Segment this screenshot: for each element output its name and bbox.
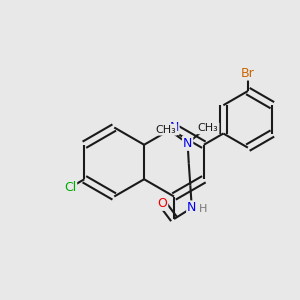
Text: N: N (187, 201, 196, 214)
Text: H: H (199, 204, 207, 214)
Text: CH₃: CH₃ (198, 123, 218, 133)
Text: CH₃: CH₃ (156, 125, 176, 135)
Text: O: O (158, 197, 167, 210)
Text: Cl: Cl (64, 181, 76, 194)
Text: N: N (183, 137, 192, 150)
Text: Br: Br (241, 67, 255, 80)
Text: N: N (169, 121, 179, 134)
